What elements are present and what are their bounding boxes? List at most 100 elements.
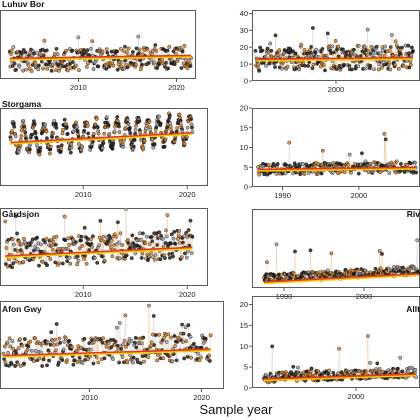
data-point: [22, 236, 26, 241]
series-line-segment: [131, 235, 133, 259]
data-point: [11, 45, 16, 50]
data-point: [61, 347, 66, 352]
data-point: [409, 45, 414, 50]
series-line-segment: [158, 232, 160, 260]
data-point: [352, 47, 356, 52]
site-title: Luhuv Bor: [2, 0, 45, 9]
series-line-segment: [112, 236, 114, 250]
series-line-segment: [7, 239, 9, 267]
series-line-segment: [338, 348, 340, 378]
data-point: [125, 65, 130, 70]
series-line-segment: [168, 334, 170, 357]
data-point: [22, 337, 27, 342]
data-point: [77, 246, 82, 251]
data-point: [408, 161, 413, 166]
data-point: [100, 146, 105, 151]
data-point: [112, 129, 117, 134]
series-line-segment: [119, 322, 121, 347]
y-tick-label: 0: [244, 77, 248, 86]
data-point: [65, 259, 70, 264]
series-line-segment: [13, 244, 15, 264]
series-line-segment: [358, 45, 360, 60]
panel-8: 2000 0 5 10 15 20 Allt: [240, 296, 420, 401]
x-tick-label: 2010: [81, 393, 98, 402]
data-point: [387, 171, 392, 175]
data-point: [413, 367, 418, 372]
data-point: [309, 44, 314, 49]
series-line-segment: [116, 327, 118, 346]
trend-line-yellow: [5, 247, 193, 259]
data-point: [68, 150, 73, 155]
data-point: [414, 170, 419, 175]
series-line-segment: [8, 338, 10, 366]
data-point: [37, 263, 41, 268]
trend-line-red: [263, 373, 417, 380]
data-point: [58, 340, 63, 345]
series-line-segment: [30, 242, 32, 255]
data-point: [71, 129, 76, 134]
series-line-segment: [6, 241, 8, 267]
data-point: [190, 234, 195, 239]
data-point: [71, 237, 76, 242]
data-point: [401, 63, 406, 68]
data-point: [265, 260, 269, 265]
data-point: [80, 145, 85, 150]
data-point: [189, 122, 194, 127]
series-line-segment: [395, 41, 397, 56]
data-point: [71, 362, 76, 367]
data-point: [140, 341, 144, 346]
panel-1: 2010 2020 Luhuv Bor: [0, 0, 196, 92]
series-line-segment: [19, 244, 21, 263]
series-line-segment: [78, 51, 80, 71]
panel-frame: [0, 10, 196, 79]
series-line-segment: [99, 220, 101, 238]
data-point: [38, 242, 43, 247]
data-point: [163, 137, 168, 142]
data-point: [124, 344, 128, 349]
data-point: [65, 247, 70, 252]
panel-7: 2010 2020 Afon Gwy: [0, 301, 224, 402]
data-point: [257, 172, 262, 177]
data-point: [127, 125, 132, 130]
data-point: [102, 356, 107, 361]
data-point: [196, 351, 201, 356]
data-point: [185, 125, 190, 130]
data-point: [120, 243, 125, 247]
data-point: [309, 366, 314, 371]
x-tick-label: 2000: [348, 392, 365, 401]
data-point: [152, 142, 157, 147]
series-line-segment: [64, 216, 66, 241]
data-point: [138, 58, 143, 63]
series-line-segment: [188, 230, 190, 246]
data-point: [74, 120, 78, 125]
data-point: [128, 131, 133, 136]
data-point: [275, 162, 280, 166]
trend-line-yellow: [263, 374, 417, 382]
data-point: [266, 162, 271, 167]
data-point: [120, 355, 125, 360]
data-point: [50, 63, 55, 67]
data-point: [172, 334, 177, 338]
data-point: [394, 159, 399, 164]
site-title: Riv: [407, 209, 420, 219]
data-point: [137, 51, 141, 56]
panel-3: 2010 2020 Storgama: [0, 99, 208, 199]
data-point: [70, 344, 74, 349]
series-line-segment: [367, 336, 369, 377]
data-points: [7, 34, 194, 73]
data-point: [50, 135, 55, 139]
data-point: [63, 238, 68, 243]
data-point: [189, 117, 194, 122]
series-line-segment: [66, 345, 68, 361]
y-tick-label: 10: [240, 143, 248, 152]
y-tick-label: 5: [244, 163, 248, 172]
series-line-segment: [378, 250, 380, 271]
data-point: [154, 125, 159, 130]
data-point: [190, 125, 194, 130]
data-point: [119, 347, 124, 351]
data-point: [301, 60, 306, 65]
data-point: [79, 234, 84, 239]
data-point: [74, 124, 79, 129]
data-points: [3, 208, 195, 270]
